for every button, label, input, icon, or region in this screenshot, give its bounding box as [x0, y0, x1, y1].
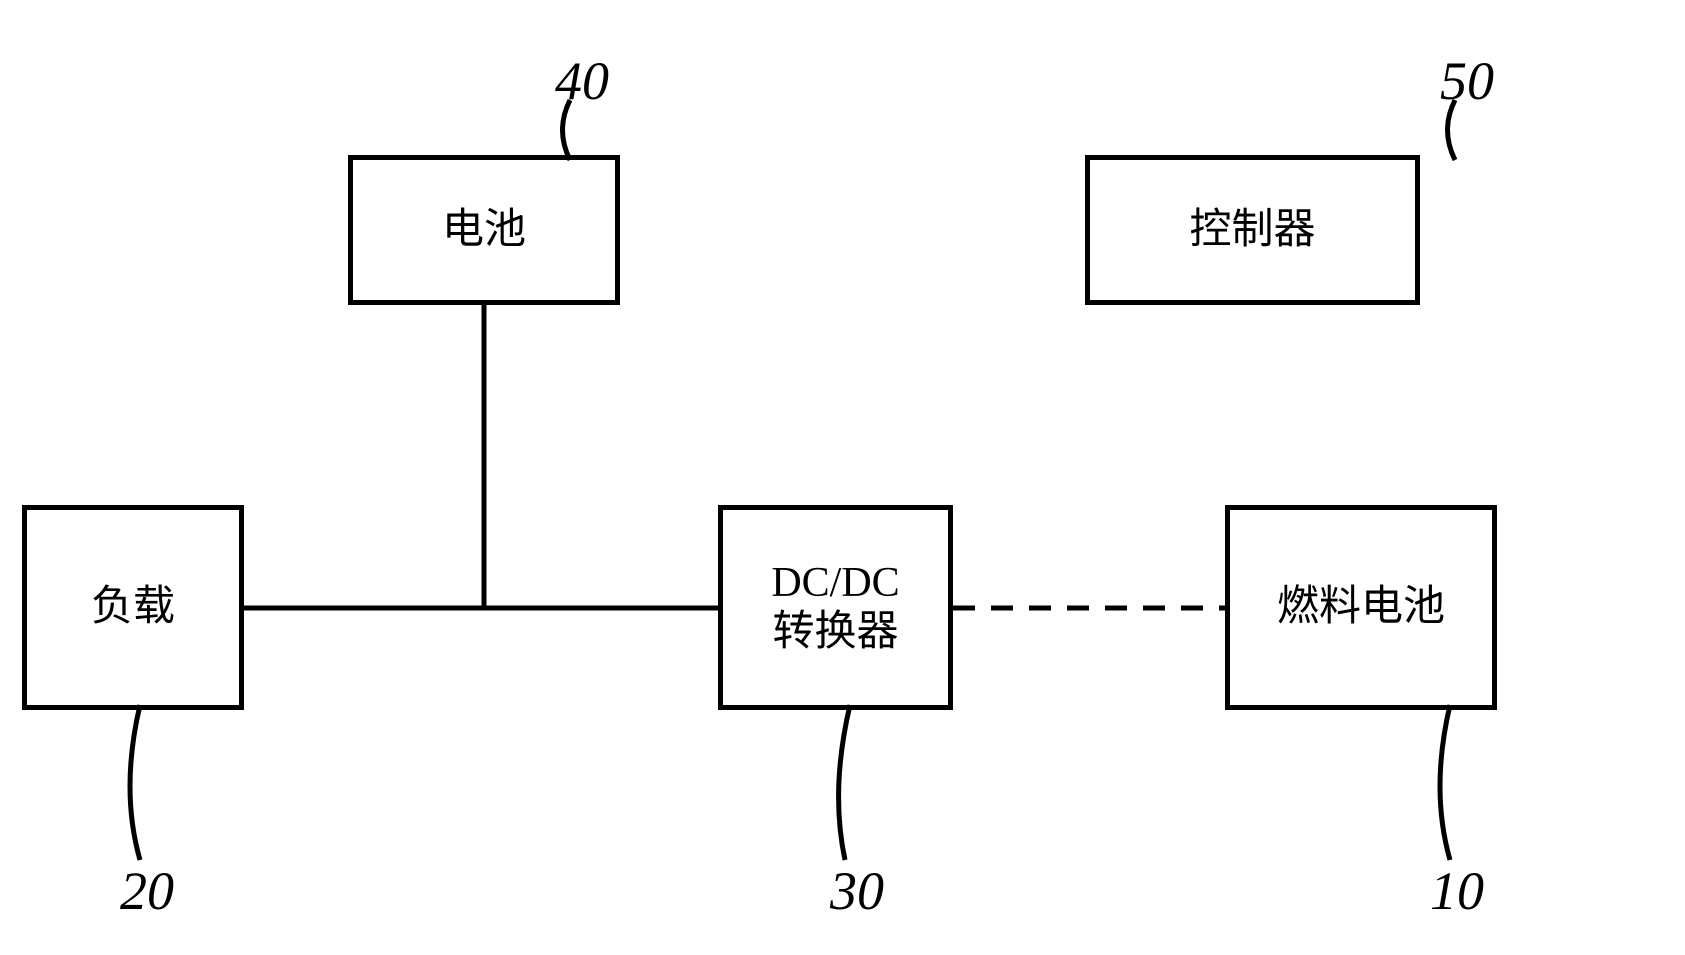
node-converter-label: DC/DC 转换器	[771, 559, 899, 656]
leader-converter	[839, 705, 850, 860]
node-load-label: 负载	[91, 583, 175, 631]
ref-controller: 50	[1440, 50, 1494, 112]
diagram-canvas: { "diagram": { "stroke_color": "#000000"…	[0, 0, 1685, 955]
ref-converter: 30	[830, 860, 884, 922]
node-fuelcell-label: 燃料电池	[1277, 583, 1445, 631]
node-controller: 控制器	[1085, 155, 1420, 305]
leader-fuelcell	[1440, 705, 1450, 860]
leader-load	[130, 705, 140, 860]
node-fuelcell: 燃料电池	[1225, 505, 1497, 710]
node-controller-label: 控制器	[1189, 206, 1315, 254]
node-converter: DC/DC 转换器	[718, 505, 953, 710]
ref-fuelcell: 10	[1430, 860, 1484, 922]
ref-load: 20	[120, 860, 174, 922]
node-battery: 电池	[348, 155, 620, 305]
connector-overlay	[0, 0, 1685, 955]
node-battery-label: 电池	[442, 206, 526, 254]
node-load: 负载	[22, 505, 244, 710]
ref-battery: 40	[555, 50, 609, 112]
